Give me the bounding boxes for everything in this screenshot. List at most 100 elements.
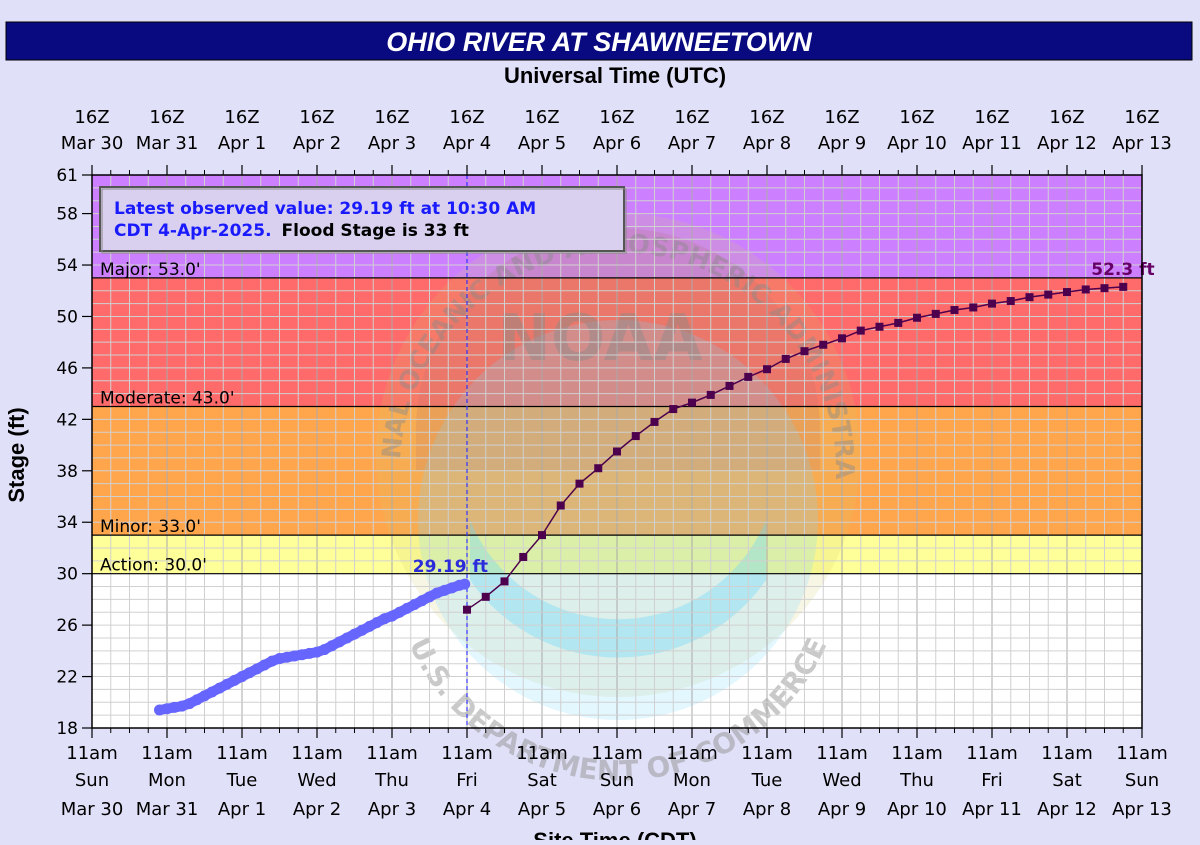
watermark-logo-text: NOAA bbox=[497, 302, 703, 376]
forecast-point bbox=[1006, 297, 1015, 306]
stage-label-action: Action: 30.0' bbox=[100, 556, 207, 576]
observed-point bbox=[459, 578, 471, 590]
x-bottom-day-label: Sun bbox=[75, 770, 109, 791]
y-axis-title: Stage (ft) bbox=[4, 407, 29, 502]
x-bottom-day-label: Fri bbox=[456, 770, 477, 791]
x-bottom-date-label: Apr 11 bbox=[962, 799, 1022, 820]
x-top-tick-label: 16Z bbox=[899, 107, 934, 128]
x-bottom-day-label: Wed bbox=[822, 770, 861, 791]
y-tick-label: 38 bbox=[56, 462, 78, 482]
y-tick-label: 18 bbox=[56, 719, 78, 739]
x-bottom-time-label: 11am bbox=[66, 743, 117, 764]
x-top-date-label: Apr 11 bbox=[962, 133, 1022, 154]
forecast-point bbox=[575, 479, 584, 488]
x-top-date-label: Apr 6 bbox=[593, 133, 641, 154]
y-tick-label: 26 bbox=[56, 616, 78, 636]
x-bottom-time-label: 11am bbox=[366, 743, 417, 764]
x-bottom-time-label: 11am bbox=[591, 743, 642, 764]
x-bottom-day-label: Tue bbox=[226, 770, 258, 791]
x-bottom-date-label: Apr 3 bbox=[368, 799, 416, 820]
forecast-point bbox=[556, 501, 565, 510]
x-top-tick-label: 16Z bbox=[749, 107, 784, 128]
x-top-tick-label: 16Z bbox=[1049, 107, 1084, 128]
x-bottom-day-label: Fri bbox=[981, 770, 1002, 791]
x-bottom-day-label: Thu bbox=[899, 770, 934, 791]
forecast-point bbox=[763, 365, 771, 374]
forecast-point bbox=[838, 334, 846, 343]
forecast-point bbox=[800, 347, 809, 356]
x-top-date-label: Apr 3 bbox=[368, 133, 416, 154]
x-bottom-time-label: 11am bbox=[1116, 743, 1167, 764]
x-bottom-time-label: 11am bbox=[291, 743, 342, 764]
x-bottom-date-label: Mar 31 bbox=[136, 799, 199, 820]
x-top-tick-label: 16Z bbox=[524, 107, 559, 128]
x-top-date-label: Apr 13 bbox=[1112, 133, 1172, 154]
forecast-point bbox=[1063, 288, 1071, 297]
x-bottom-date-label: Apr 6 bbox=[593, 799, 641, 820]
x-bottom-date-label: Apr 12 bbox=[1037, 799, 1097, 820]
forecast-point bbox=[1081, 285, 1090, 294]
x-bottom-date-label: Apr 1 bbox=[218, 799, 266, 820]
forecast-point bbox=[969, 303, 978, 312]
forecast-point bbox=[613, 447, 621, 456]
info-box: Latest observed value: 29.19 ft at 10:30… bbox=[99, 186, 627, 254]
y-tick-label: 61 bbox=[56, 166, 78, 186]
x-bottom-time-label: 11am bbox=[741, 743, 792, 764]
x-bottom-time-label: 11am bbox=[141, 743, 192, 764]
x-bottom-day-label: Mon bbox=[148, 770, 186, 791]
bottom-axis-title: Site Time (CDT) bbox=[533, 828, 696, 840]
x-bottom-date-label: Apr 9 bbox=[818, 799, 866, 820]
y-tick-label: 50 bbox=[56, 307, 78, 327]
x-top-tick-label: 16Z bbox=[974, 107, 1009, 128]
x-bottom-day-label: Thu bbox=[374, 770, 409, 791]
x-bottom-day-label: Mon bbox=[673, 770, 711, 791]
x-bottom-date-label: Apr 5 bbox=[518, 799, 566, 820]
x-axis-top: 16Z Mar 30 16Z Mar 31 16Z Apr 1 16Z Apr 2 16Z Apr… bbox=[61, 107, 1172, 175]
forecast-point bbox=[725, 381, 734, 390]
x-bottom-date-label: Apr 8 bbox=[743, 799, 791, 820]
chart-title: OHIO RIVER AT SHAWNEETOWN bbox=[386, 27, 812, 57]
x-top-tick-label: 16Z bbox=[449, 107, 484, 128]
x-bottom-day-label: Wed bbox=[297, 770, 336, 791]
forecast-point bbox=[500, 577, 509, 586]
forecast-point bbox=[856, 326, 865, 335]
x-bottom-time-label: 11am bbox=[966, 743, 1017, 764]
y-axis: 18 22 26 30 34 38 42 46 50 54 58 61 bbox=[56, 166, 92, 739]
x-bottom-time-label: 11am bbox=[666, 743, 717, 764]
forecast-point bbox=[1119, 282, 1128, 291]
x-top-date-label: Mar 30 bbox=[61, 133, 124, 154]
forecast-point bbox=[594, 464, 603, 473]
info-box-shadow bbox=[101, 188, 627, 254]
forecast-point bbox=[538, 531, 546, 540]
forecast-point bbox=[463, 605, 471, 614]
x-bottom-day-label: Tue bbox=[751, 770, 783, 791]
forecast-point bbox=[913, 313, 921, 322]
x-bottom-day-label: Sun bbox=[1125, 770, 1159, 791]
stage-label-major: Major: 53.0' bbox=[100, 260, 201, 280]
x-top-tick-label: 16Z bbox=[149, 107, 184, 128]
x-bottom-time-label: 11am bbox=[891, 743, 942, 764]
forecast-point bbox=[988, 299, 996, 308]
forecast-point bbox=[519, 552, 528, 561]
x-top-date-label: Apr 10 bbox=[887, 133, 947, 154]
forecast-point bbox=[744, 372, 753, 381]
x-top-date-label: Apr 12 bbox=[1037, 133, 1097, 154]
y-tick-label: 30 bbox=[56, 565, 78, 585]
y-tick-label: 42 bbox=[56, 410, 78, 430]
x-top-date-label: Apr 7 bbox=[668, 133, 716, 154]
info-line-2: CDT 4-Apr-2025. Flood Stage is 33 ft bbox=[114, 221, 469, 241]
x-top-date-label: Apr 2 bbox=[293, 133, 341, 154]
x-top-tick-label: 16Z bbox=[299, 107, 334, 128]
x-top-tick-label: 16Z bbox=[1124, 107, 1159, 128]
series-group: 29.19 ft 52.3 ft bbox=[154, 260, 1155, 716]
x-top-date-label: Apr 9 bbox=[818, 133, 866, 154]
x-bottom-time-label: 11am bbox=[1041, 743, 1092, 764]
forecast-point bbox=[1100, 284, 1109, 293]
x-top-tick-label: 16Z bbox=[674, 107, 709, 128]
y-tick-label: 46 bbox=[56, 359, 78, 379]
watermark-upper-shape bbox=[416, 228, 820, 470]
info-line-2-date: CDT 4-Apr-2025. bbox=[114, 221, 272, 241]
forecast-point bbox=[819, 340, 828, 349]
